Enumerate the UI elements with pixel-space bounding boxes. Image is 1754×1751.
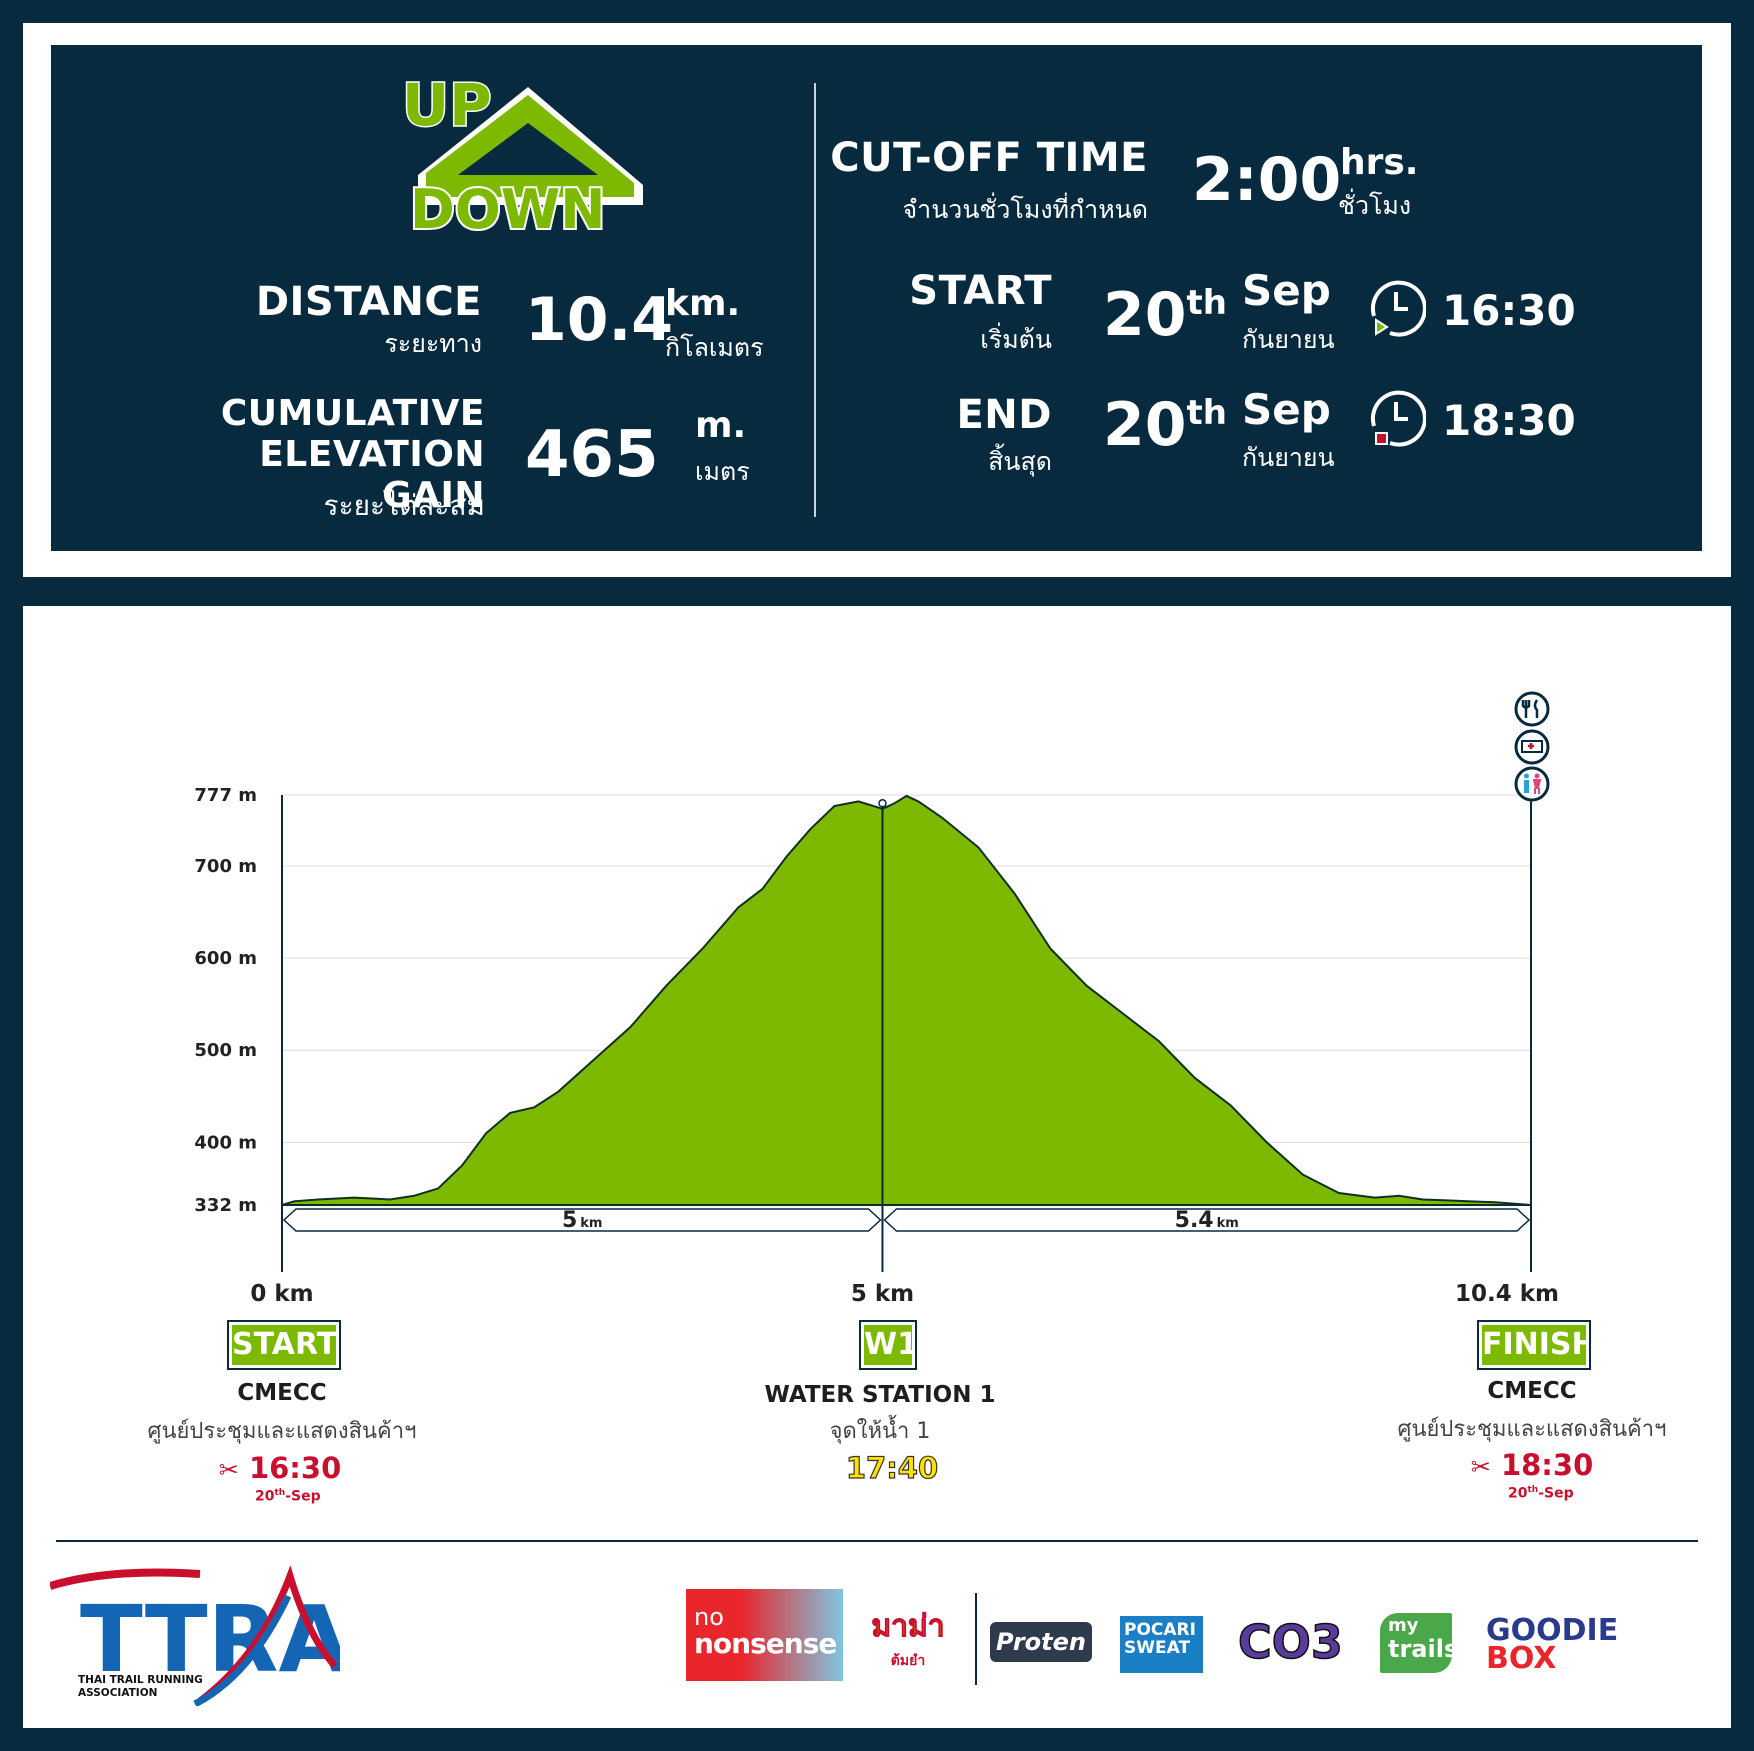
checkpoint-finish-name: CMECC [1487, 1378, 1577, 1404]
cutoff-value: 2:00 [1192, 145, 1342, 215]
finish-facility-icons [1514, 691, 1550, 802]
distance-unit: km. [665, 283, 741, 324]
elevation-label-2: ELEVATION GAIN [259, 434, 485, 516]
clock-stop-icon [1370, 390, 1426, 447]
scissors-icon: ✂ [1470, 1453, 1491, 1481]
x-tick-label: 5 km [851, 1281, 914, 1307]
checkpoint-w1-name-th: จุดให้น้ำ 1 [829, 1419, 931, 1444]
elevation-label-th: ระยะไต่สะสม [323, 489, 485, 522]
segment-distance: 5.4 km [1175, 1208, 1239, 1233]
sponsor-nononsense: no nonsense [686, 1589, 843, 1681]
medical-icon [1514, 729, 1550, 765]
start-label: START [909, 268, 1052, 314]
x-tick-label: 0 km [250, 1281, 313, 1307]
checkpoint-start-name: CMECC [237, 1380, 327, 1406]
scissors-icon: ✂ [218, 1456, 239, 1484]
sponsor-divider [975, 1593, 977, 1685]
cutoff-unit: hrs. [1340, 142, 1419, 183]
info-panel [51, 45, 1702, 551]
logo-down-text: DOWN [410, 178, 606, 235]
distance-label: DISTANCE [255, 279, 482, 325]
start-time: 16:30 [1442, 286, 1576, 335]
checkpoint-start-name-th: ศูนย์ประชุมและแสดงสินค้าฯ [147, 1419, 417, 1444]
clock-play-icon [1370, 280, 1426, 337]
checkpoint-w1-time: 17:40 [845, 1450, 939, 1485]
sponsor-cots: CO3 [1237, 1614, 1343, 1670]
end-month-th: กันยายน [1242, 443, 1335, 472]
checkpoint-finish-cutoff: ✂ 18:30 [1470, 1448, 1594, 1482]
segment-arrow [883, 1208, 1531, 1232]
y-tick-label: 332 m [194, 1195, 257, 1216]
y-tick-label: 600 m [194, 948, 257, 969]
start-month-th: กันยายน [1242, 325, 1335, 354]
sponsor-mama: มาม่า ต้มยำ [871, 1609, 945, 1670]
distance-label-th: ระยะทาง [384, 329, 482, 358]
sponsor-pocari: POCARI SWEAT [1120, 1616, 1203, 1673]
distance-unit-th: กิโลเมตร [665, 333, 764, 362]
checkpoint-start-badge: START [227, 1320, 341, 1370]
food-icon [1514, 691, 1550, 727]
segment-distance: 5 km [562, 1208, 603, 1233]
w1-marker [878, 799, 887, 808]
end-month: Sep [1242, 385, 1331, 434]
ttra-logo: TTRA [50, 1566, 340, 1706]
checkpoint-finish-name-th: ศูนย์ประชุมและแสดงสินค้าฯ [1397, 1417, 1667, 1442]
ttra-org-name: THAI TRAIL RUNNING ASSOCIATION [78, 1674, 203, 1699]
sponsor-mytrails: my trails [1380, 1613, 1458, 1673]
logo-up-text: UP [402, 71, 492, 139]
distance-value: 10.4 [525, 285, 674, 355]
start-month: Sep [1242, 266, 1331, 315]
cutoff-label: CUT-OFF TIME [830, 135, 1148, 181]
y-tick-label: 777 m [194, 785, 257, 806]
checkpoint-start-date: 20th-Sep [255, 1488, 321, 1505]
elevation-value: 465 [525, 418, 659, 492]
end-day: 20th [1103, 390, 1227, 460]
checkpoint-finish-badge: FINISH [1477, 1320, 1597, 1370]
end-label-th: สิ้นสุด [988, 447, 1052, 476]
y-tick-label: 500 m [194, 1040, 257, 1061]
elevation-label-1: CUMULATIVE [220, 393, 485, 434]
start-day: 20th [1103, 280, 1227, 350]
checkpoint-w1-badge: W1 [859, 1320, 918, 1370]
sponsor-goodiebox: GOODIE BOX [1486, 1613, 1619, 1676]
checkpoint-start-cutoff: ✂ 16:30 [218, 1451, 342, 1485]
end-time: 18:30 [1442, 396, 1576, 445]
end-label: END [956, 392, 1052, 438]
start-label-th: เริ่มต้น [980, 325, 1052, 354]
x-tick-label: 10.4 km [1455, 1281, 1559, 1307]
updown-logo: UP DOWN [401, 70, 643, 235]
sponsor-proten: Proten [990, 1622, 1092, 1662]
checkpoint-finish-date: 20th-Sep [1508, 1485, 1574, 1502]
elevation-unit: m. [695, 405, 747, 446]
y-tick-label: 400 m [194, 1132, 257, 1153]
footer-divider [56, 1540, 1698, 1542]
cutoff-label-th: จำนวนชั่วโมงที่กำหนด [902, 195, 1148, 224]
elevation-unit-th: เมตร [695, 457, 750, 486]
checkpoint-w1-name: WATER STATION 1 [764, 1382, 996, 1408]
elevation-area [281, 794, 1532, 1206]
restroom-icon [1514, 766, 1550, 802]
panel-divider [814, 83, 816, 517]
cutoff-unit-th: ชั่วโมง [1338, 191, 1412, 220]
y-tick-label: 700 m [194, 856, 257, 877]
segment-arrow [282, 1208, 882, 1232]
